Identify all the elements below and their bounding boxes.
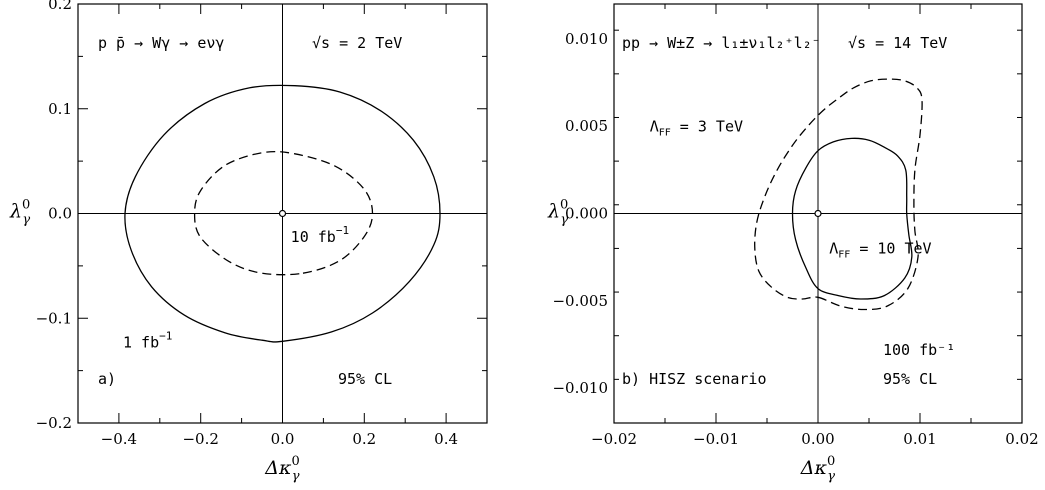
y-axis-label-sub: γ bbox=[22, 213, 30, 228]
curve-annotation: 10 fb−1 bbox=[291, 224, 349, 246]
luminosity-label: 100 fb⁻¹ bbox=[883, 341, 955, 359]
y-tick-label: 0.0 bbox=[48, 205, 72, 223]
x-tick-label: 0.2 bbox=[352, 430, 376, 448]
panel-label: a) bbox=[98, 370, 116, 388]
x-axis-label-sup: 0 bbox=[291, 454, 299, 469]
process-label: pp → W±Z → l₁±ν₁l₂⁺l₂⁻ bbox=[622, 34, 821, 52]
text-span: λ bbox=[547, 201, 560, 223]
annotation-rest: = 10 TeV bbox=[850, 240, 931, 258]
process-label: p p̄ → Wγ → eνγ bbox=[98, 34, 224, 52]
y-tick-label: −0.010 bbox=[552, 379, 608, 397]
y-tick-label: 0.1 bbox=[48, 100, 72, 118]
annotation-sub: FF bbox=[838, 250, 850, 261]
y-tick-label: −0.005 bbox=[552, 292, 608, 310]
x-axis-label: Δκ0 γ bbox=[264, 454, 299, 484]
x-tick-label: −0.02 bbox=[591, 430, 637, 448]
annotation-text: 1 fb bbox=[123, 334, 159, 352]
y-tick-label: 0.005 bbox=[565, 117, 608, 135]
annotation-rest: = 3 TeV bbox=[671, 117, 743, 135]
x-axis-label: Δκ0 γ bbox=[800, 454, 835, 484]
x-axis-label-sub: γ bbox=[827, 469, 835, 484]
y-tick-label: 0.2 bbox=[48, 0, 72, 13]
x-tick-label: −0.4 bbox=[101, 430, 137, 448]
x-tick-label: −0.2 bbox=[182, 430, 218, 448]
annotation-text: 10 fb bbox=[291, 228, 336, 246]
y-axis-label-sup: 0 bbox=[560, 198, 568, 213]
x-tick-label: 0.00 bbox=[801, 430, 834, 448]
y-tick-label: −0.2 bbox=[36, 414, 72, 432]
annotation-text: Λ bbox=[829, 240, 838, 258]
panel-label: b) HISZ scenario bbox=[622, 370, 767, 388]
y-axis-label-sup: 0 bbox=[22, 198, 30, 213]
x-tick-label: 0.02 bbox=[1005, 430, 1038, 448]
contour-solid bbox=[124, 84, 441, 343]
annotation-sup: −1 bbox=[159, 330, 172, 343]
origin-marker bbox=[814, 209, 822, 218]
y-tick-label: −0.1 bbox=[36, 309, 72, 327]
origin-marker bbox=[278, 209, 287, 218]
curve-annotation: 1 fb−1 bbox=[123, 330, 172, 352]
x-tick-label: 0.0 bbox=[271, 430, 295, 448]
curve-annotation: ΛFF = 10 TeV bbox=[829, 240, 931, 261]
contour-dashed bbox=[754, 78, 923, 311]
y-axis-label-sub: γ bbox=[560, 213, 568, 228]
y-axis-label: λ0 γ bbox=[9, 198, 30, 228]
annotation-sup: −1 bbox=[336, 224, 349, 237]
x-axis-label-sub: γ bbox=[292, 469, 300, 484]
annotation-text: Λ bbox=[650, 117, 659, 135]
energy-label: √s = 14 TeV bbox=[848, 34, 947, 52]
contour-solid bbox=[791, 137, 913, 300]
panel-b: −0.02 −0.01 0.00 0.01 0.02−0.010−0.0050.0000… bbox=[547, 3, 1039, 484]
curve-annotation: ΛFF = 3 TeV bbox=[650, 117, 743, 138]
x-tick-label: −0.01 bbox=[693, 430, 739, 448]
confidence-label: 95% CL bbox=[338, 370, 392, 388]
y-tick-label: 0.000 bbox=[565, 205, 608, 223]
y-tick-label: 0.010 bbox=[565, 30, 608, 48]
x-tick-label: 0.01 bbox=[903, 430, 936, 448]
text-span: Δκ bbox=[800, 457, 828, 479]
confidence-label: 95% CL bbox=[883, 370, 937, 388]
x-axis-label-sup: 0 bbox=[827, 454, 835, 469]
energy-label: √s = 2 TeV bbox=[312, 34, 402, 52]
y-axis-label: λ0 γ bbox=[547, 198, 568, 228]
text-span: λ bbox=[9, 201, 22, 223]
x-tick-label: 0.4 bbox=[434, 430, 458, 448]
annotation-sub: FF bbox=[659, 127, 671, 138]
text-span: Δκ bbox=[264, 457, 292, 479]
